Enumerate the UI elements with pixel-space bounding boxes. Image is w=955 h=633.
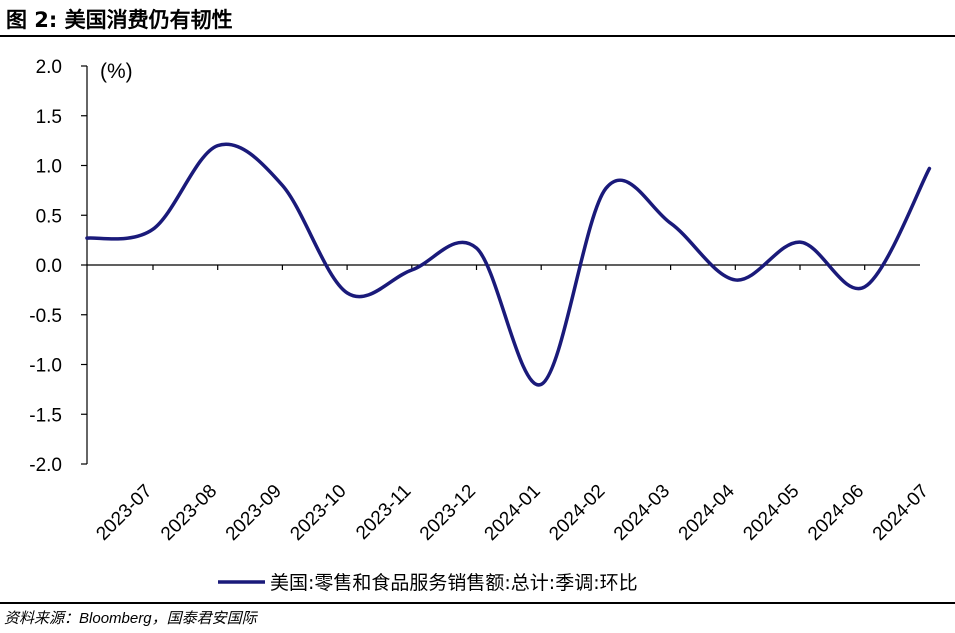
legend: 美国:零售和食品服务销售额:总计:季调:环比 [218, 572, 638, 594]
figure-title: 图 2: 美国消费仍有韧性 [6, 8, 233, 32]
series-group [85, 142, 932, 387]
unit-label: (%) [100, 60, 133, 83]
x-tick-label: 2023-11 [352, 481, 415, 544]
x-tick-label: 2023-08 [157, 481, 221, 545]
bottom-rule [0, 602, 955, 604]
source-suffix: ，国泰君安国际 [151, 609, 257, 627]
y-tick-label: -0.5 [29, 306, 62, 327]
x-tick-label: 2023-12 [416, 481, 480, 545]
source-note: 资料来源：Bloomberg，国泰君安国际 [4, 607, 257, 628]
y-tick-label: -1.5 [29, 405, 62, 426]
top-rule [0, 35, 955, 37]
x-tick-label: 2024-07 [869, 481, 933, 545]
y-tick-label: 1.0 [36, 157, 62, 178]
x-tick-label: 2024-01 [481, 481, 545, 545]
x-tick-label: 2024-02 [545, 481, 609, 545]
y-tick-label: 2.0 [36, 57, 62, 78]
y-tick-label: 0.0 [36, 256, 62, 277]
x-tick-label: 2024-03 [610, 481, 674, 545]
y-tick-label: 0.5 [36, 206, 62, 227]
x-tick-label: 2024-05 [739, 481, 803, 545]
x-tick-label: 2024-06 [804, 481, 868, 545]
x-tick-label: 2023-07 [92, 481, 156, 545]
x-axis: 2023-07 2023-08 2023-09 2023-10 2023-11 2023-… [87, 264, 933, 545]
source-prefix: 资料来源： [4, 609, 80, 627]
series-line [85, 142, 932, 387]
x-tick-label: 2023-10 [286, 481, 350, 545]
line-chart: 2.01.51.00.50.0-0.5-1.0-1.5-2.0 2023-07 2… [29, 57, 933, 594]
y-tick-label: -2.0 [29, 455, 62, 476]
x-tick-label: 2023-09 [222, 481, 286, 545]
legend-label: 美国:零售和食品服务销售额:总计:季调:环比 [270, 572, 638, 594]
y-axis: 2.0 1.5 1.0 0.5 0.0 -0.5 -1.0 -1.5 -2.0 [29, 57, 88, 476]
source-name: Bloomberg [79, 610, 152, 627]
y-tick-label: 1.5 [36, 107, 62, 128]
y-tick-label: -1.0 [29, 356, 62, 377]
x-tick-label: 2024-04 [675, 480, 739, 544]
